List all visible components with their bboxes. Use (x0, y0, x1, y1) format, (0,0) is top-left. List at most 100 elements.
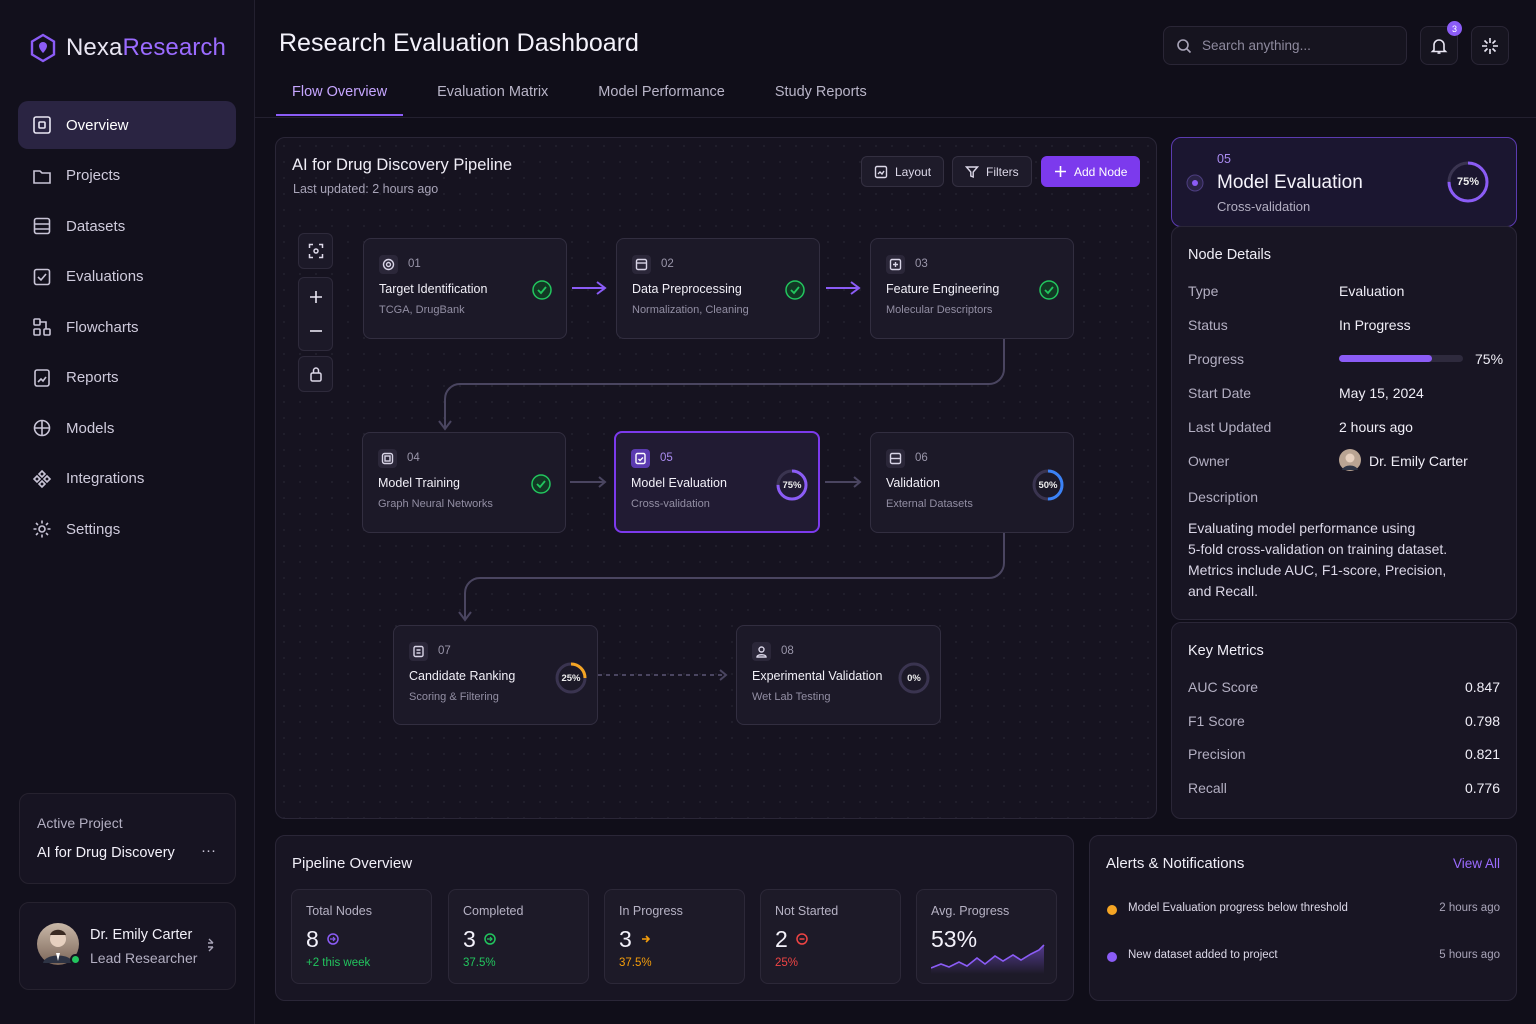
hexagon-logo-icon (30, 33, 56, 63)
ranking-icon (409, 642, 428, 661)
filters-button[interactable]: Filters (952, 156, 1032, 187)
stat-card-completed: Completed 3 37.5% (448, 889, 589, 984)
progress-ring: 0% (897, 661, 931, 695)
stat-card-not-started: Not Started 2 25% (760, 889, 901, 984)
sidebar-item-integrations[interactable]: Integrations (18, 455, 236, 503)
pipeline-overview-title: Pipeline Overview (292, 855, 413, 872)
metric-value: 0.798 (1464, 713, 1500, 729)
node-description: Graph Neural Networks (378, 498, 493, 510)
sidebar-item-flowcharts[interactable]: Flowcharts (18, 303, 236, 351)
check-circle-icon (531, 474, 551, 494)
stat-label: Total Nodes (306, 904, 373, 918)
edge-3-4 (444, 338, 1005, 429)
search-bar[interactable]: Search anything... (1163, 26, 1407, 65)
preprocess-icon (632, 255, 651, 274)
brand-logo[interactable]: NexaResearch (30, 33, 226, 63)
in-progress-icon (642, 935, 651, 943)
flow-node-02[interactable]: 02 Data Preprocessing Normalization, Cle… (616, 238, 820, 339)
tab-study-reports[interactable]: Study Reports (774, 84, 867, 100)
tab-flow-overview[interactable]: Flow Overview (276, 78, 404, 116)
selected-node-header[interactable]: 05 Model Evaluation Cross-validation 75% (1171, 137, 1517, 227)
sidebar-item-label: Overview (66, 116, 129, 134)
theme-button[interactable] (1471, 26, 1509, 65)
overview-icon (33, 116, 51, 134)
view-all-link[interactable]: View All (1452, 856, 1500, 871)
flow-node-01[interactable]: 01 Target Identification TCGA, DrugBank (363, 238, 567, 339)
project-menu-button[interactable]: ··· (201, 842, 216, 859)
alert-text[interactable]: Model Evaluation progress below threshol… (1128, 902, 1348, 914)
detail-value: 2 hours ago (1339, 419, 1413, 435)
node-name: Model Evaluation (631, 476, 727, 490)
selected-node-progress-label: 75% (1456, 176, 1480, 188)
description-line: and Recall. (1188, 583, 1259, 599)
alert-warning-dot (1107, 905, 1117, 915)
sidebar-item-overview[interactable]: Overview (18, 101, 236, 149)
sidebar-item-settings[interactable]: Settings (18, 505, 236, 553)
flow-node-06[interactable]: 06 Validation External Datasets 50% (870, 432, 1074, 533)
sidebar-item-datasets[interactable]: Datasets (18, 202, 236, 250)
detail-label: Owner (1188, 453, 1230, 469)
sidebar-item-evaluations[interactable]: Evaluations (18, 253, 236, 301)
flow-node-07[interactable]: 07 Candidate Ranking Scoring & Filtering… (393, 625, 598, 725)
flow-node-03[interactable]: 03 Feature Engineering Molecular Descrip… (870, 238, 1074, 339)
edge-arrow (850, 281, 861, 295)
add-node-button[interactable]: Add Node (1041, 156, 1141, 187)
search-input[interactable]: Search anything... (1202, 38, 1311, 53)
metric-value: 0.821 (1464, 746, 1500, 762)
key-metrics-title: Key Metrics (1188, 643, 1264, 659)
sidebar-item-label: Models (66, 419, 115, 437)
stat-sub: +2 this week (306, 957, 371, 969)
node-name: Target Identification (379, 282, 488, 296)
feature-icon (886, 255, 905, 274)
online-status-dot (70, 954, 81, 965)
detail-value: Dr. Emily Carter (1369, 453, 1468, 469)
node-number: 05 (660, 452, 673, 464)
key-metrics-panel: Key Metrics AUC Score 0.847 F1 Score 0.7… (1171, 622, 1517, 819)
stat-sub: 25% (775, 957, 799, 969)
flow-node-05[interactable]: 05 Model Evaluation Cross-validation 75% (614, 431, 820, 533)
progress-bar-fill (1339, 355, 1432, 362)
report-icon (34, 368, 50, 387)
node-description: TCGA, DrugBank (379, 304, 465, 316)
sidebar-item-projects[interactable]: Projects (18, 152, 236, 200)
sidebar-item-reports[interactable]: Reports (18, 354, 236, 402)
user-card[interactable]: Dr. Emily Carter Lead Researcher (19, 902, 236, 990)
switch-arrows-icon[interactable] (205, 937, 219, 953)
description-text: Evaluating model performance using 5-fol… (1188, 518, 1447, 602)
flow-node-04[interactable]: 04 Model Training Graph Neural Networks (362, 432, 566, 533)
check-square-icon (33, 268, 51, 285)
progress-sparkline (931, 944, 1045, 974)
gear-icon (33, 520, 51, 538)
flow-node-08[interactable]: 08 Experimental Validation Wet Lab Testi… (736, 625, 941, 725)
description-line: 5-fold cross-validation on training data… (1188, 541, 1448, 557)
node-number: 02 (661, 258, 674, 270)
check-circle-icon (532, 280, 552, 300)
selected-node-title: Model Evaluation (1217, 172, 1363, 193)
active-project-card[interactable]: Active Project AI for Drug Discovery ··· (19, 793, 236, 884)
tab-model-performance[interactable]: Model Performance (598, 84, 725, 100)
alert-info-dot (1107, 952, 1117, 962)
brand-name-accent: Research (122, 34, 226, 61)
validation-icon (886, 449, 905, 468)
tab-evaluation-matrix[interactable]: Evaluation Matrix (437, 84, 549, 100)
lock-button[interactable] (298, 356, 333, 392)
sparkle-icon (1482, 37, 1498, 54)
not-started-icon (796, 933, 808, 945)
sidebar-item-models[interactable]: Models (18, 404, 236, 452)
edge-arrow (719, 669, 728, 681)
flow-updated: Last updated: 2 hours ago (293, 182, 439, 196)
progress-ring: 75% (775, 468, 809, 502)
metric-label: AUC Score (1188, 679, 1259, 695)
layout-button[interactable]: Layout (861, 156, 945, 187)
stat-value: 8 (306, 926, 319, 952)
model-icon (33, 419, 51, 437)
metric-value: 0.847 (1464, 679, 1500, 695)
node-name: Model Training (378, 476, 460, 490)
notifications-button[interactable]: 3 (1420, 21, 1462, 65)
zoom-in-icon[interactable] (309, 290, 323, 304)
sidebar-item-label: Settings (66, 520, 121, 538)
target-icon (379, 255, 398, 274)
zoom-out-icon[interactable] (309, 324, 323, 338)
alert-text[interactable]: New dataset added to project (1128, 949, 1278, 961)
fit-view-button[interactable] (298, 233, 333, 269)
